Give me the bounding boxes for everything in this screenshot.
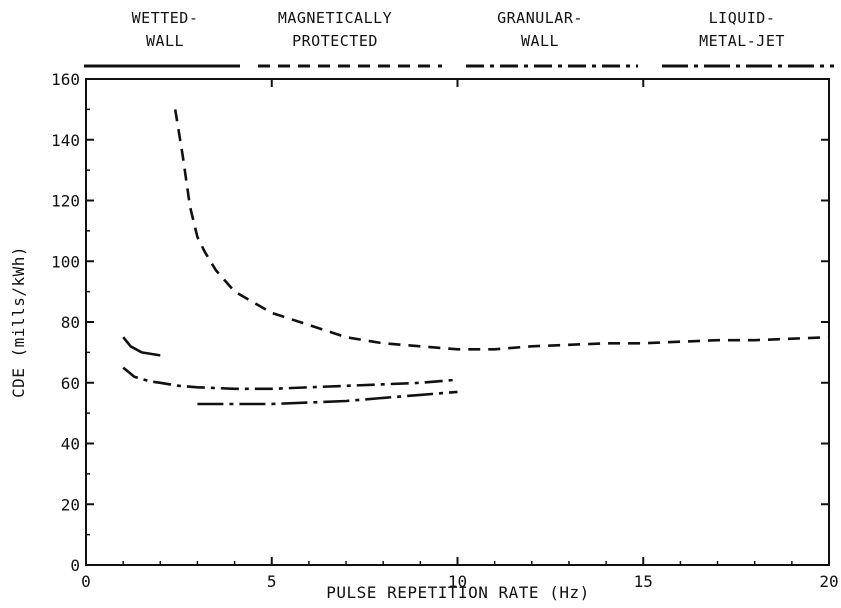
legend-label-granular-wall-line1: GRANULAR-	[497, 9, 583, 27]
axis-ticks: 0 5 10 15 20 0 20 40 60 80 100 120 140 160	[51, 70, 839, 591]
x-tick-label: 5	[267, 572, 277, 591]
legend-label-magnetically-protected-line2: PROTECTED	[292, 32, 378, 50]
x-tick-label: 10	[448, 572, 467, 591]
legend-entry-granular-wall: GRANULAR- WALL	[466, 9, 638, 68]
y-tick-label: 40	[61, 435, 80, 454]
legend-label-liquid-metal-jet-line2: METAL-JET	[699, 32, 785, 50]
y-tick-label: 80	[61, 313, 80, 332]
y-tick-label: 0	[70, 556, 80, 575]
legend-label-liquid-metal-jet-line1: LIQUID-	[709, 9, 776, 27]
legend: WETTED- WALL MAGNETICALLY PROTECTED GRAN…	[84, 9, 834, 68]
legend-label-wetted-wall-line1: WETTED-	[132, 9, 199, 27]
series-line-magnetically-protected	[173, 109, 830, 351]
y-tick-label: 140	[51, 131, 80, 150]
x-tick-label: 0	[81, 572, 91, 591]
x-axis-title: PULSE REPETITION RATE (Hz)	[326, 583, 589, 602]
y-tick-label: 20	[61, 495, 80, 514]
y-tick-label: 120	[51, 192, 80, 211]
series-line-liquid-metal-jet	[197, 390, 458, 406]
legend-entry-wetted-wall: WETTED- WALL	[84, 9, 240, 68]
plot-frame	[85, 78, 830, 566]
legend-label-magnetically-protected-line1: MAGNETICALLY	[278, 9, 392, 27]
series-line-granular-wall	[122, 366, 458, 391]
x-tick-label: 15	[634, 572, 653, 591]
legend-entry-magnetically-protected: MAGNETICALLY PROTECTED	[258, 9, 442, 68]
y-tick-label: 160	[51, 70, 80, 89]
series-line-wetted-wall	[122, 336, 161, 357]
y-axis-title: CDE (mills/kWh)	[9, 246, 28, 398]
y-tick-label: 100	[51, 252, 80, 271]
legend-entry-liquid-metal-jet: LIQUID- METAL-JET	[662, 9, 834, 68]
legend-label-granular-wall-line2: WALL	[521, 32, 559, 50]
data-series	[122, 109, 830, 406]
y-tick-label: 60	[61, 374, 80, 393]
legend-label-wetted-wall-line2: WALL	[146, 32, 184, 50]
x-tick-label: 20	[819, 572, 838, 591]
